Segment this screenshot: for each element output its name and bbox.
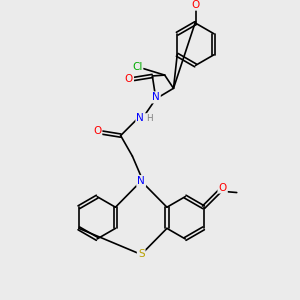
Text: H: H <box>146 114 152 123</box>
Text: O: O <box>125 74 133 84</box>
Text: N: N <box>152 92 160 102</box>
Text: N: N <box>137 176 145 186</box>
Text: O: O <box>218 182 227 193</box>
Text: Cl: Cl <box>132 62 142 72</box>
Text: O: O <box>93 126 101 136</box>
Text: O: O <box>191 0 200 10</box>
Text: N: N <box>136 113 144 123</box>
Text: S: S <box>138 250 145 260</box>
